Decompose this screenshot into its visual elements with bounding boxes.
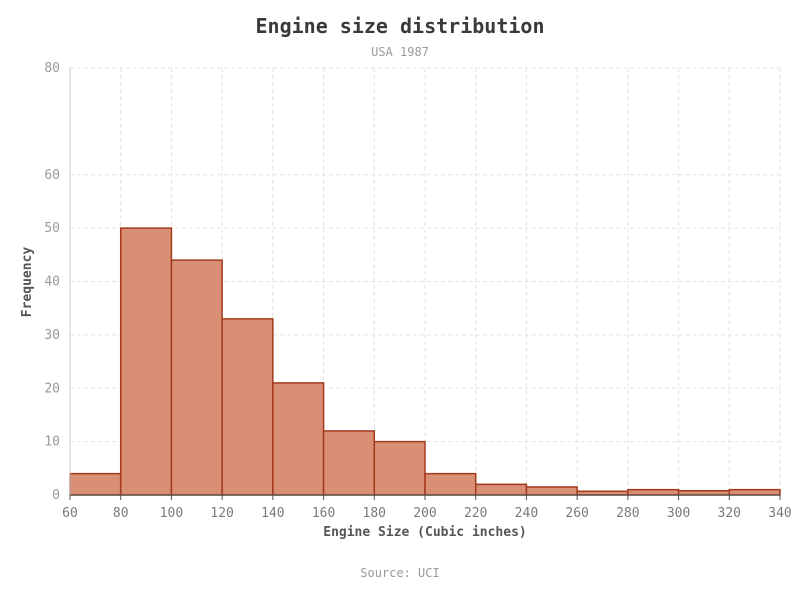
x-tick-label: 320 [718, 506, 741, 521]
histogram-bar [627, 488, 680, 496]
histogram-bar [69, 472, 122, 496]
x-tick-label: 280 [616, 506, 639, 521]
histogram-bar [677, 489, 731, 496]
histogram-bar [221, 318, 274, 496]
y-tick-label: 30 [44, 328, 60, 343]
x-tick-label: 60 [62, 506, 78, 521]
axes-group [69, 68, 781, 500]
x-tick-label: 100 [160, 506, 183, 521]
x-tick-label: 160 [312, 506, 335, 521]
histogram-bar [170, 259, 223, 496]
chart-title: Engine size distribution [255, 14, 545, 38]
x-tick-label: 240 [515, 506, 538, 521]
y-tick-label: 10 [44, 435, 60, 450]
y-tick-label: 50 [44, 221, 60, 236]
x-tick-label: 300 [667, 506, 690, 521]
y-tick-label: 0 [52, 488, 60, 503]
y-tick-label: 80 [44, 61, 60, 76]
y-tick-label: 40 [44, 275, 60, 290]
y-axis-label: Frequency [20, 247, 35, 318]
histogram-bar [119, 227, 173, 496]
histogram-bar [474, 483, 528, 496]
histogram-bar [322, 430, 376, 496]
histogram-bar [373, 440, 426, 496]
x-tick-label: 80 [113, 506, 129, 521]
x-tick-labels: 60 80 100 120 140 160 180 200 220 240 260 280 300 320… [62, 506, 792, 521]
histogram-bar [525, 486, 578, 496]
y-tick-labels: 0 10 20 30 40 50 60 80 [44, 61, 60, 503]
x-axis-label: Engine Size (Cubic inches) [323, 525, 527, 540]
chart-source: Source: UCI [360, 566, 440, 580]
y-tick-label: 60 [44, 168, 60, 183]
x-tick-label: 120 [210, 506, 233, 521]
chart-subtitle: USA 1987 [371, 45, 429, 59]
x-tick-label: 200 [413, 506, 436, 521]
x-tick-label: 340 [768, 506, 791, 521]
histogram-bar [728, 488, 781, 496]
bars-group [69, 227, 781, 496]
histogram-bar [272, 382, 325, 496]
x-tick-label: 220 [464, 506, 487, 521]
x-tick-label: 140 [261, 506, 284, 521]
x-tick-label: 180 [363, 506, 386, 521]
x-tick-label: 260 [565, 506, 588, 521]
y-tick-label: 20 [44, 381, 60, 396]
histogram-bar [424, 472, 477, 496]
